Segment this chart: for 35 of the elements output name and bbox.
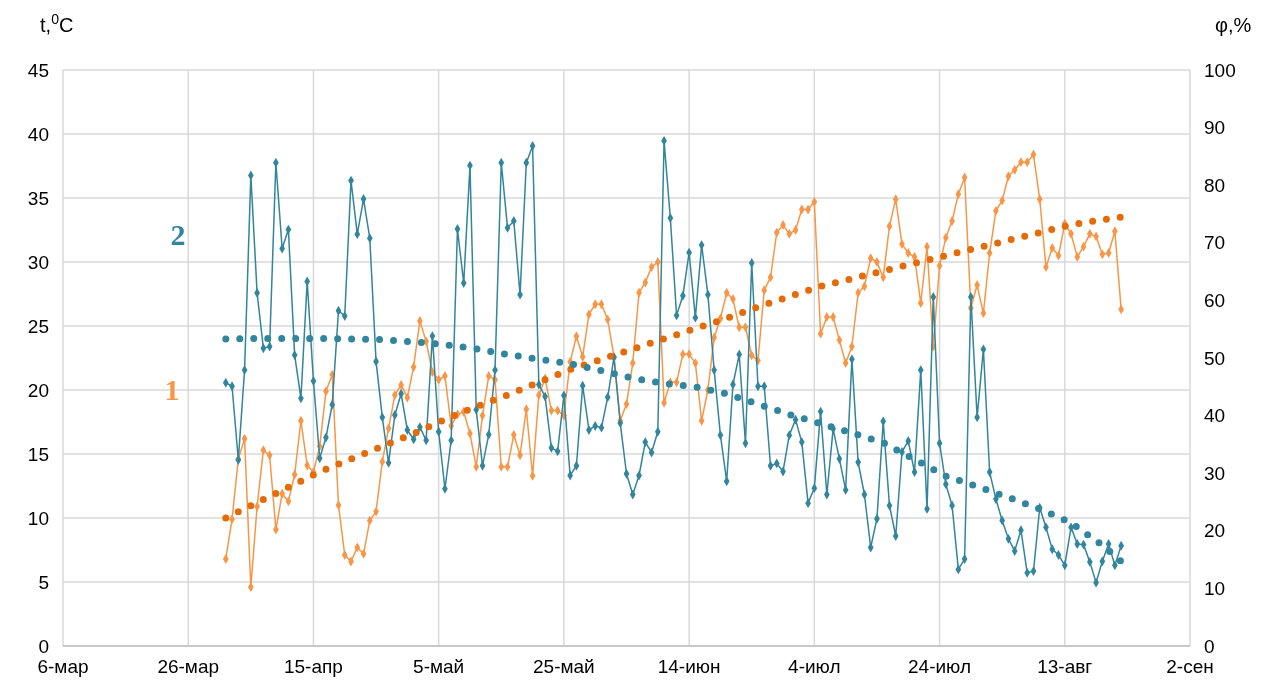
x-tick-label: 5-май <box>413 656 465 677</box>
y-tick-label: 25 <box>27 315 49 337</box>
y-tick-label: 20 <box>27 379 49 401</box>
x-tick-label: 26-мар <box>157 656 220 677</box>
y-tick-label: 40 <box>27 123 49 145</box>
y2-tick-label: 100 <box>1204 59 1236 81</box>
y2-tick-label: 30 <box>1204 462 1226 484</box>
y2-tick-label: 70 <box>1204 232 1226 254</box>
text: 2 <box>170 218 186 251</box>
y-tick-label: 15 <box>27 443 49 465</box>
y-tick-label: 35 <box>27 187 49 209</box>
y-axis-title: t,$^{0}$C <box>40 11 74 36</box>
y-tick-label: 10 <box>27 507 49 529</box>
x-tick-label: 4-июл <box>788 656 841 677</box>
y2-tick-label: 90 <box>1204 117 1226 139</box>
y2-tick-label: 20 <box>1204 520 1226 542</box>
x-tick-label: 24-июл <box>908 656 972 677</box>
y2-tick-label: 60 <box>1204 290 1226 312</box>
x-tick-label: 15-апр <box>284 656 343 677</box>
y2-tick-label: 50 <box>1204 347 1226 369</box>
y-tick-label: 45 <box>27 59 49 81</box>
y-tick-label: 5 <box>38 571 49 593</box>
x-tick-label: 2-сен <box>1166 656 1214 677</box>
x-tick-label: 13-авг <box>1037 656 1093 677</box>
y2-axis-title: φ,% <box>1215 14 1252 36</box>
y2-tick-label: 80 <box>1204 174 1226 196</box>
x-tick-label: 25-май <box>533 656 595 677</box>
x-tick-label: 14-июн <box>657 656 721 677</box>
y2-tick-label: 10 <box>1204 578 1226 600</box>
y2-tick-label: 0 <box>1204 635 1215 657</box>
x-tick-label: 6-мар <box>37 656 89 677</box>
y-tick-label: 0 <box>38 635 49 657</box>
text: 1 <box>164 373 180 406</box>
y2-tick-label: 40 <box>1204 405 1226 427</box>
y-tick-label: 30 <box>27 251 49 273</box>
